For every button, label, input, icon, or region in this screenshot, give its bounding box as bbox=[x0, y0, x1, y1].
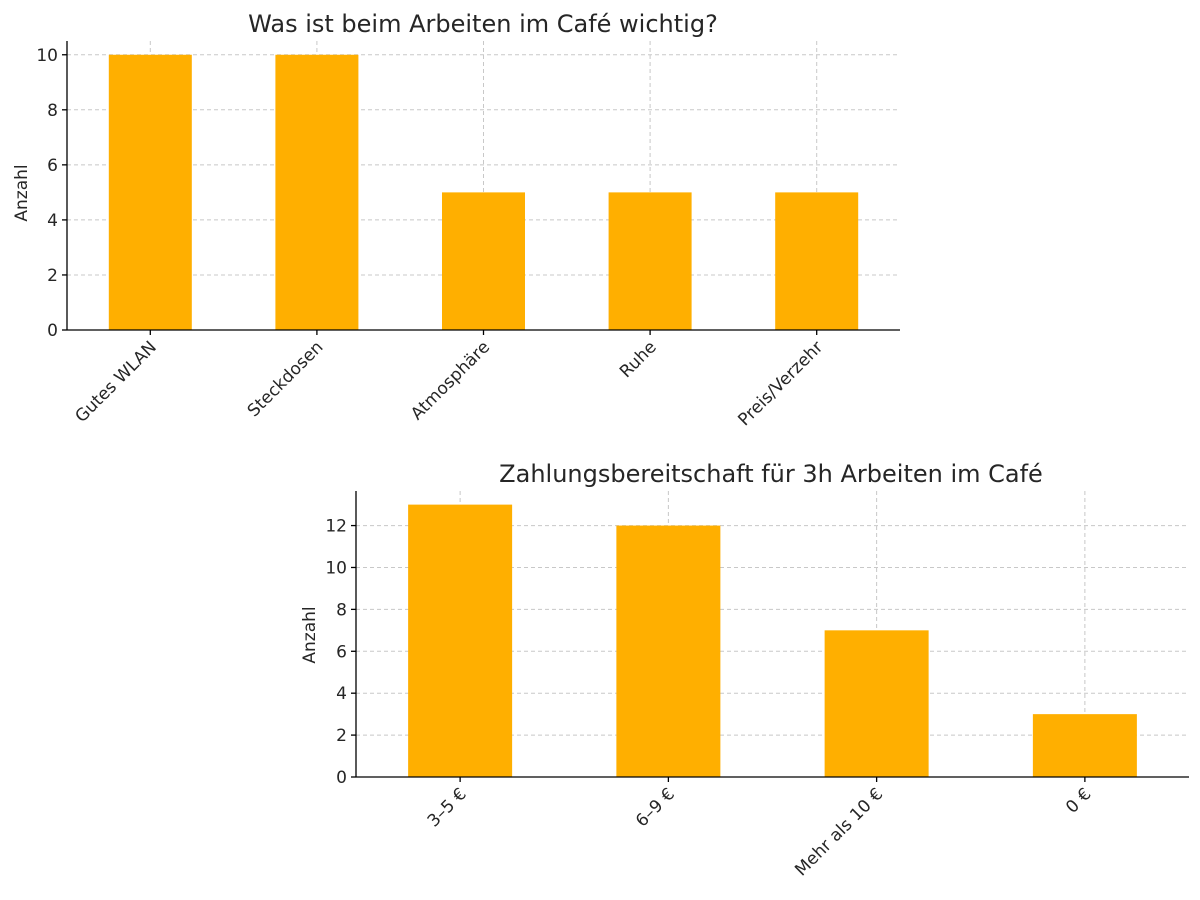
chart-title: Was ist beim Arbeiten im Café wichtig? bbox=[248, 10, 718, 38]
bar bbox=[108, 54, 192, 331]
chart-title: Zahlungsbereitschaft für 3h Arbeiten im … bbox=[499, 460, 1043, 488]
y-tick-label: 6 bbox=[47, 156, 58, 176]
x-tick-label: 6–9 € bbox=[632, 784, 679, 831]
bar bbox=[1032, 714, 1137, 777]
x-tick-label: Ruhe bbox=[616, 337, 661, 382]
x-tick-label: Mehr als 10 € bbox=[791, 784, 887, 880]
bar bbox=[824, 630, 929, 777]
x-tick-label: Steckdosen bbox=[244, 337, 328, 421]
y-tick-label: 10 bbox=[325, 558, 347, 578]
bar bbox=[608, 192, 692, 330]
y-tick-label: 12 bbox=[325, 517, 347, 537]
y-axis-label: Anzahl bbox=[300, 606, 320, 663]
y-tick-label: 8 bbox=[336, 600, 347, 620]
y-tick-label: 0 bbox=[47, 321, 58, 341]
chart-willingness-to-pay: Zahlungsbereitschaft für 3h Arbeiten im … bbox=[300, 460, 1189, 880]
bar bbox=[275, 54, 359, 331]
y-tick-label: 6 bbox=[336, 642, 347, 662]
bar bbox=[408, 504, 513, 777]
plot-area: 0 2 4 6 8 10 Gutes WLAN Steckdosen Atmosphäre Ruh… bbox=[36, 41, 900, 430]
x-tick-label: Gutes WLAN bbox=[71, 337, 160, 426]
y-tick-label: 10 bbox=[36, 46, 58, 66]
y-tick-label: 0 bbox=[336, 768, 347, 788]
x-tick-label: 3–5 € bbox=[424, 784, 471, 831]
chart-cafe-priorities: Was ist beim Arbeiten im Café wichtig? A… bbox=[12, 10, 900, 430]
bar bbox=[442, 192, 525, 330]
y-tick-label: 2 bbox=[47, 266, 58, 286]
y-tick-label: 4 bbox=[47, 211, 58, 231]
y-axis-label: Anzahl bbox=[12, 164, 32, 221]
x-tick-label: Preis/Verzehr bbox=[734, 337, 827, 430]
y-tick-label: 4 bbox=[336, 684, 347, 704]
plot-area: 0 2 4 6 8 10 12 3–5 € 6–9 € Mehr als 10 € 0 € bbox=[325, 491, 1189, 880]
y-tick-label: 2 bbox=[336, 726, 347, 746]
x-tick-label: 0 € bbox=[1062, 784, 1095, 817]
bar bbox=[775, 192, 859, 330]
x-tick-label: Atmosphäre bbox=[407, 337, 494, 424]
y-tick-label: 8 bbox=[47, 101, 58, 121]
bar bbox=[616, 525, 721, 777]
